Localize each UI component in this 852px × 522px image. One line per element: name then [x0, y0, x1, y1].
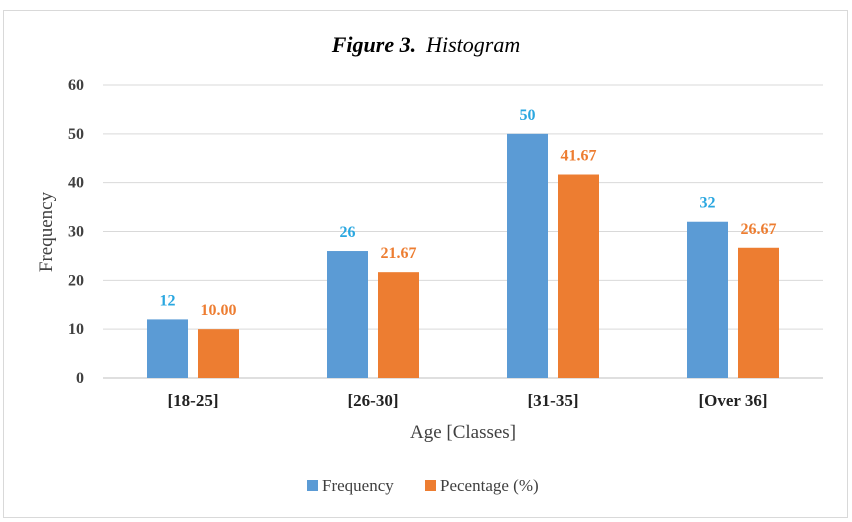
data-label-percentage: 26.67 — [741, 221, 777, 238]
bars — [147, 133, 779, 378]
data-label-percentage: 21.67 — [381, 245, 417, 262]
y-tick-label: 60 — [68, 77, 84, 94]
y-tick-label: 50 — [68, 126, 84, 143]
legend: Frequency Pecentage (%) — [307, 476, 539, 495]
data-label-percentage: 10.00 — [201, 302, 237, 319]
data-label-frequency: 50 — [520, 107, 536, 124]
x-tick-label: [Over 36] — [698, 391, 767, 410]
y-tick-label: 40 — [68, 175, 84, 192]
data-label-frequency: 12 — [160, 292, 176, 309]
x-axis-label: Age [Classes] — [410, 422, 516, 443]
chart-title-bold: Figure 3. — [331, 32, 416, 57]
bar-frequency — [507, 133, 548, 378]
bar-frequency — [147, 319, 188, 378]
bar-percentage — [198, 329, 239, 378]
x-tick-label: [18-25] — [168, 391, 219, 410]
y-tick-label: 30 — [68, 224, 84, 241]
data-label-frequency: 26 — [340, 224, 356, 241]
legend-swatch-percentage — [425, 480, 436, 491]
bar-frequency — [327, 251, 368, 378]
legend-label-percentage: Pecentage (%) — [440, 476, 539, 495]
legend-swatch-frequency — [307, 480, 318, 491]
data-label-frequency: 32 — [700, 195, 716, 212]
chart-title-rest: Histogram — [425, 32, 520, 57]
y-tick-label: 10 — [68, 321, 84, 338]
x-tick-label: [31-35] — [528, 391, 579, 410]
data-labels: 12 10.00 26 21.67 50 41.67 32 26.67 — [160, 107, 777, 319]
bar-percentage — [378, 272, 419, 378]
y-tick-label: 0 — [76, 370, 84, 387]
legend-label-frequency: Frequency — [322, 476, 394, 495]
y-axis-label: Frequency — [36, 191, 57, 272]
bar-frequency — [687, 221, 728, 378]
bar-percentage — [558, 174, 599, 378]
x-tick-label: [26-30] — [348, 391, 399, 410]
chart-title: Figure 3. Histogram — [331, 32, 520, 57]
axis-ticks: 0 10 20 30 40 50 60 [18-25] [26-30] [31-35] [Over … — [68, 77, 768, 410]
bar-percentage — [738, 247, 779, 378]
y-tick-label: 20 — [68, 272, 84, 289]
data-label-percentage: 41.67 — [561, 148, 597, 165]
